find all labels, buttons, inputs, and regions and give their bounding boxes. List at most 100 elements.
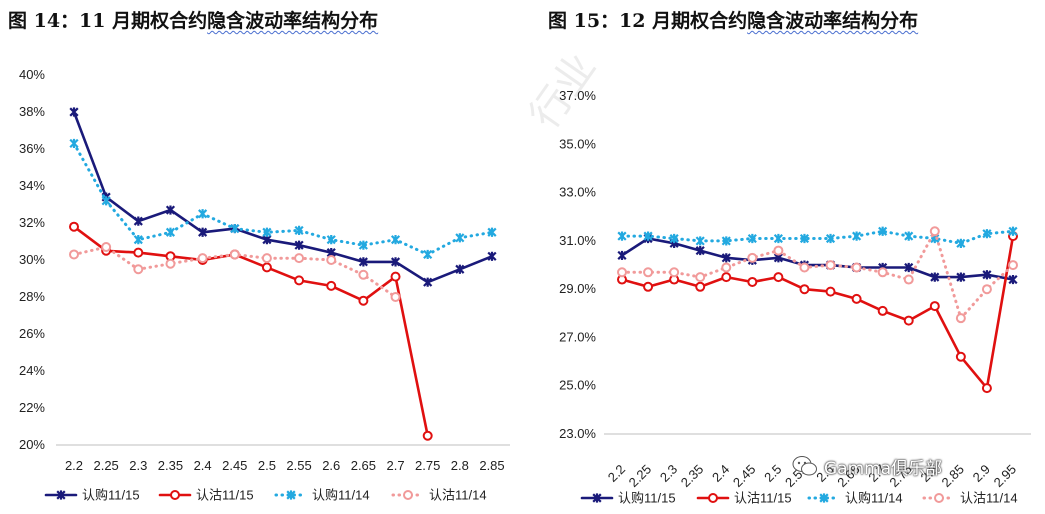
data-point — [721, 236, 731, 246]
y-tick-label: 24% — [19, 363, 45, 378]
data-point — [981, 383, 992, 394]
data-point — [904, 262, 914, 273]
legend-label: 认沽11/14 — [429, 488, 487, 503]
data-point — [294, 253, 305, 264]
legend-marker — [286, 490, 296, 500]
data-point — [721, 272, 732, 283]
data-point — [229, 249, 240, 260]
data-point — [695, 236, 705, 246]
x-tick-label: 2.9 — [970, 462, 993, 485]
legend-label: 认购11/15 — [618, 491, 676, 506]
brand-badge: Gamma俱乐部 — [792, 452, 942, 480]
data-point — [773, 233, 783, 244]
data-point — [358, 269, 369, 280]
data-point — [69, 249, 79, 260]
y-tick-label: 30% — [19, 252, 45, 267]
data-point — [1008, 226, 1018, 236]
data-point — [1008, 260, 1018, 271]
y-tick-label: 36% — [19, 141, 45, 156]
data-point — [165, 258, 176, 269]
data-point — [133, 216, 143, 226]
data-point — [721, 253, 731, 263]
data-point — [133, 247, 144, 258]
data-point — [773, 245, 784, 256]
x-tick-label: 2.3 — [129, 458, 147, 473]
legend-label: 认购11/14 — [845, 491, 903, 506]
data-point — [878, 226, 888, 236]
legend-label: 认购11/15 — [82, 488, 140, 503]
data-point — [261, 262, 272, 273]
x-tick-label: 2.35 — [678, 462, 707, 491]
y-tick-label: 37.0% — [559, 88, 596, 103]
data-point — [929, 226, 940, 237]
series-line — [72, 142, 494, 256]
data-point — [69, 107, 79, 117]
data-point — [956, 238, 966, 248]
data-point — [487, 251, 497, 261]
data-point — [326, 235, 336, 245]
y-tick-label: 28% — [19, 289, 45, 304]
data-point — [903, 274, 914, 285]
data-point — [799, 233, 810, 244]
data-point — [455, 233, 465, 243]
wechat-icon — [792, 456, 817, 476]
y-tick-label: 27.0% — [559, 329, 596, 344]
legend-label: 认沽11/14 — [960, 491, 1018, 506]
data-point — [390, 257, 401, 267]
data-point — [423, 249, 433, 260]
series-line — [72, 110, 494, 284]
brand-text: Gamma俱乐部 — [824, 458, 943, 479]
data-point — [617, 250, 627, 261]
data-point — [825, 286, 836, 297]
y-tick-label: 26% — [19, 326, 45, 341]
data-point — [982, 270, 992, 280]
legend-marker — [403, 490, 413, 500]
title-right-part2: 隐含波动率结构分布 — [747, 10, 919, 32]
x-tick-label: 2.25 — [93, 458, 118, 473]
data-point — [799, 284, 810, 295]
data-point — [1008, 274, 1018, 285]
series-line — [620, 237, 1015, 281]
data-point — [643, 267, 654, 278]
chart-1: 23.0% 25.0% 27.0% 29.0% 31.0% 33.0% 35.0% 37.0%… — [559, 88, 1031, 506]
chart-title-right: 图 15：12 月期权合约隐含波动率结构分布 — [548, 6, 918, 33]
x-tick-label: 2.85 — [938, 462, 967, 491]
x-tick-label: 2.3 — [657, 462, 680, 485]
data-point — [799, 262, 810, 273]
legend-label: 认沽11/15 — [196, 488, 254, 503]
data-point — [261, 253, 272, 264]
data-point — [981, 284, 992, 295]
y-tick-label: 23.0% — [559, 426, 596, 441]
legend-marker — [819, 493, 829, 503]
x-tick-label: 2.2 — [65, 458, 83, 473]
x-tick-label: 2.45 — [730, 462, 759, 491]
y-tick-label: 31.0% — [559, 233, 596, 248]
data-point — [955, 313, 966, 324]
x-tick-label: 2.5 — [761, 462, 784, 485]
legend-marker — [56, 490, 66, 500]
data-point — [643, 231, 653, 241]
title-right-part1: 图 15：12 月期权合约 — [548, 10, 748, 32]
x-tick-label: 2.6 — [322, 458, 340, 473]
data-point — [294, 240, 304, 250]
data-point — [877, 305, 888, 316]
x-tick-label: 2.7 — [386, 458, 404, 473]
y-tick-label: 20% — [19, 437, 45, 452]
data-point — [695, 245, 705, 256]
data-point — [326, 280, 337, 291]
data-point — [643, 281, 654, 292]
data-point — [904, 231, 914, 241]
data-point — [422, 430, 433, 441]
data-point — [877, 267, 888, 278]
data-point — [294, 275, 305, 286]
data-point — [390, 271, 401, 282]
series-3 — [617, 226, 1018, 324]
data-point — [197, 253, 208, 264]
x-tick-label: 2.4 — [709, 462, 732, 485]
series-line — [72, 225, 429, 438]
data-point — [669, 267, 680, 278]
data-point — [747, 276, 758, 287]
x-tick-label: 2.25 — [626, 462, 655, 491]
data-point — [230, 223, 240, 234]
